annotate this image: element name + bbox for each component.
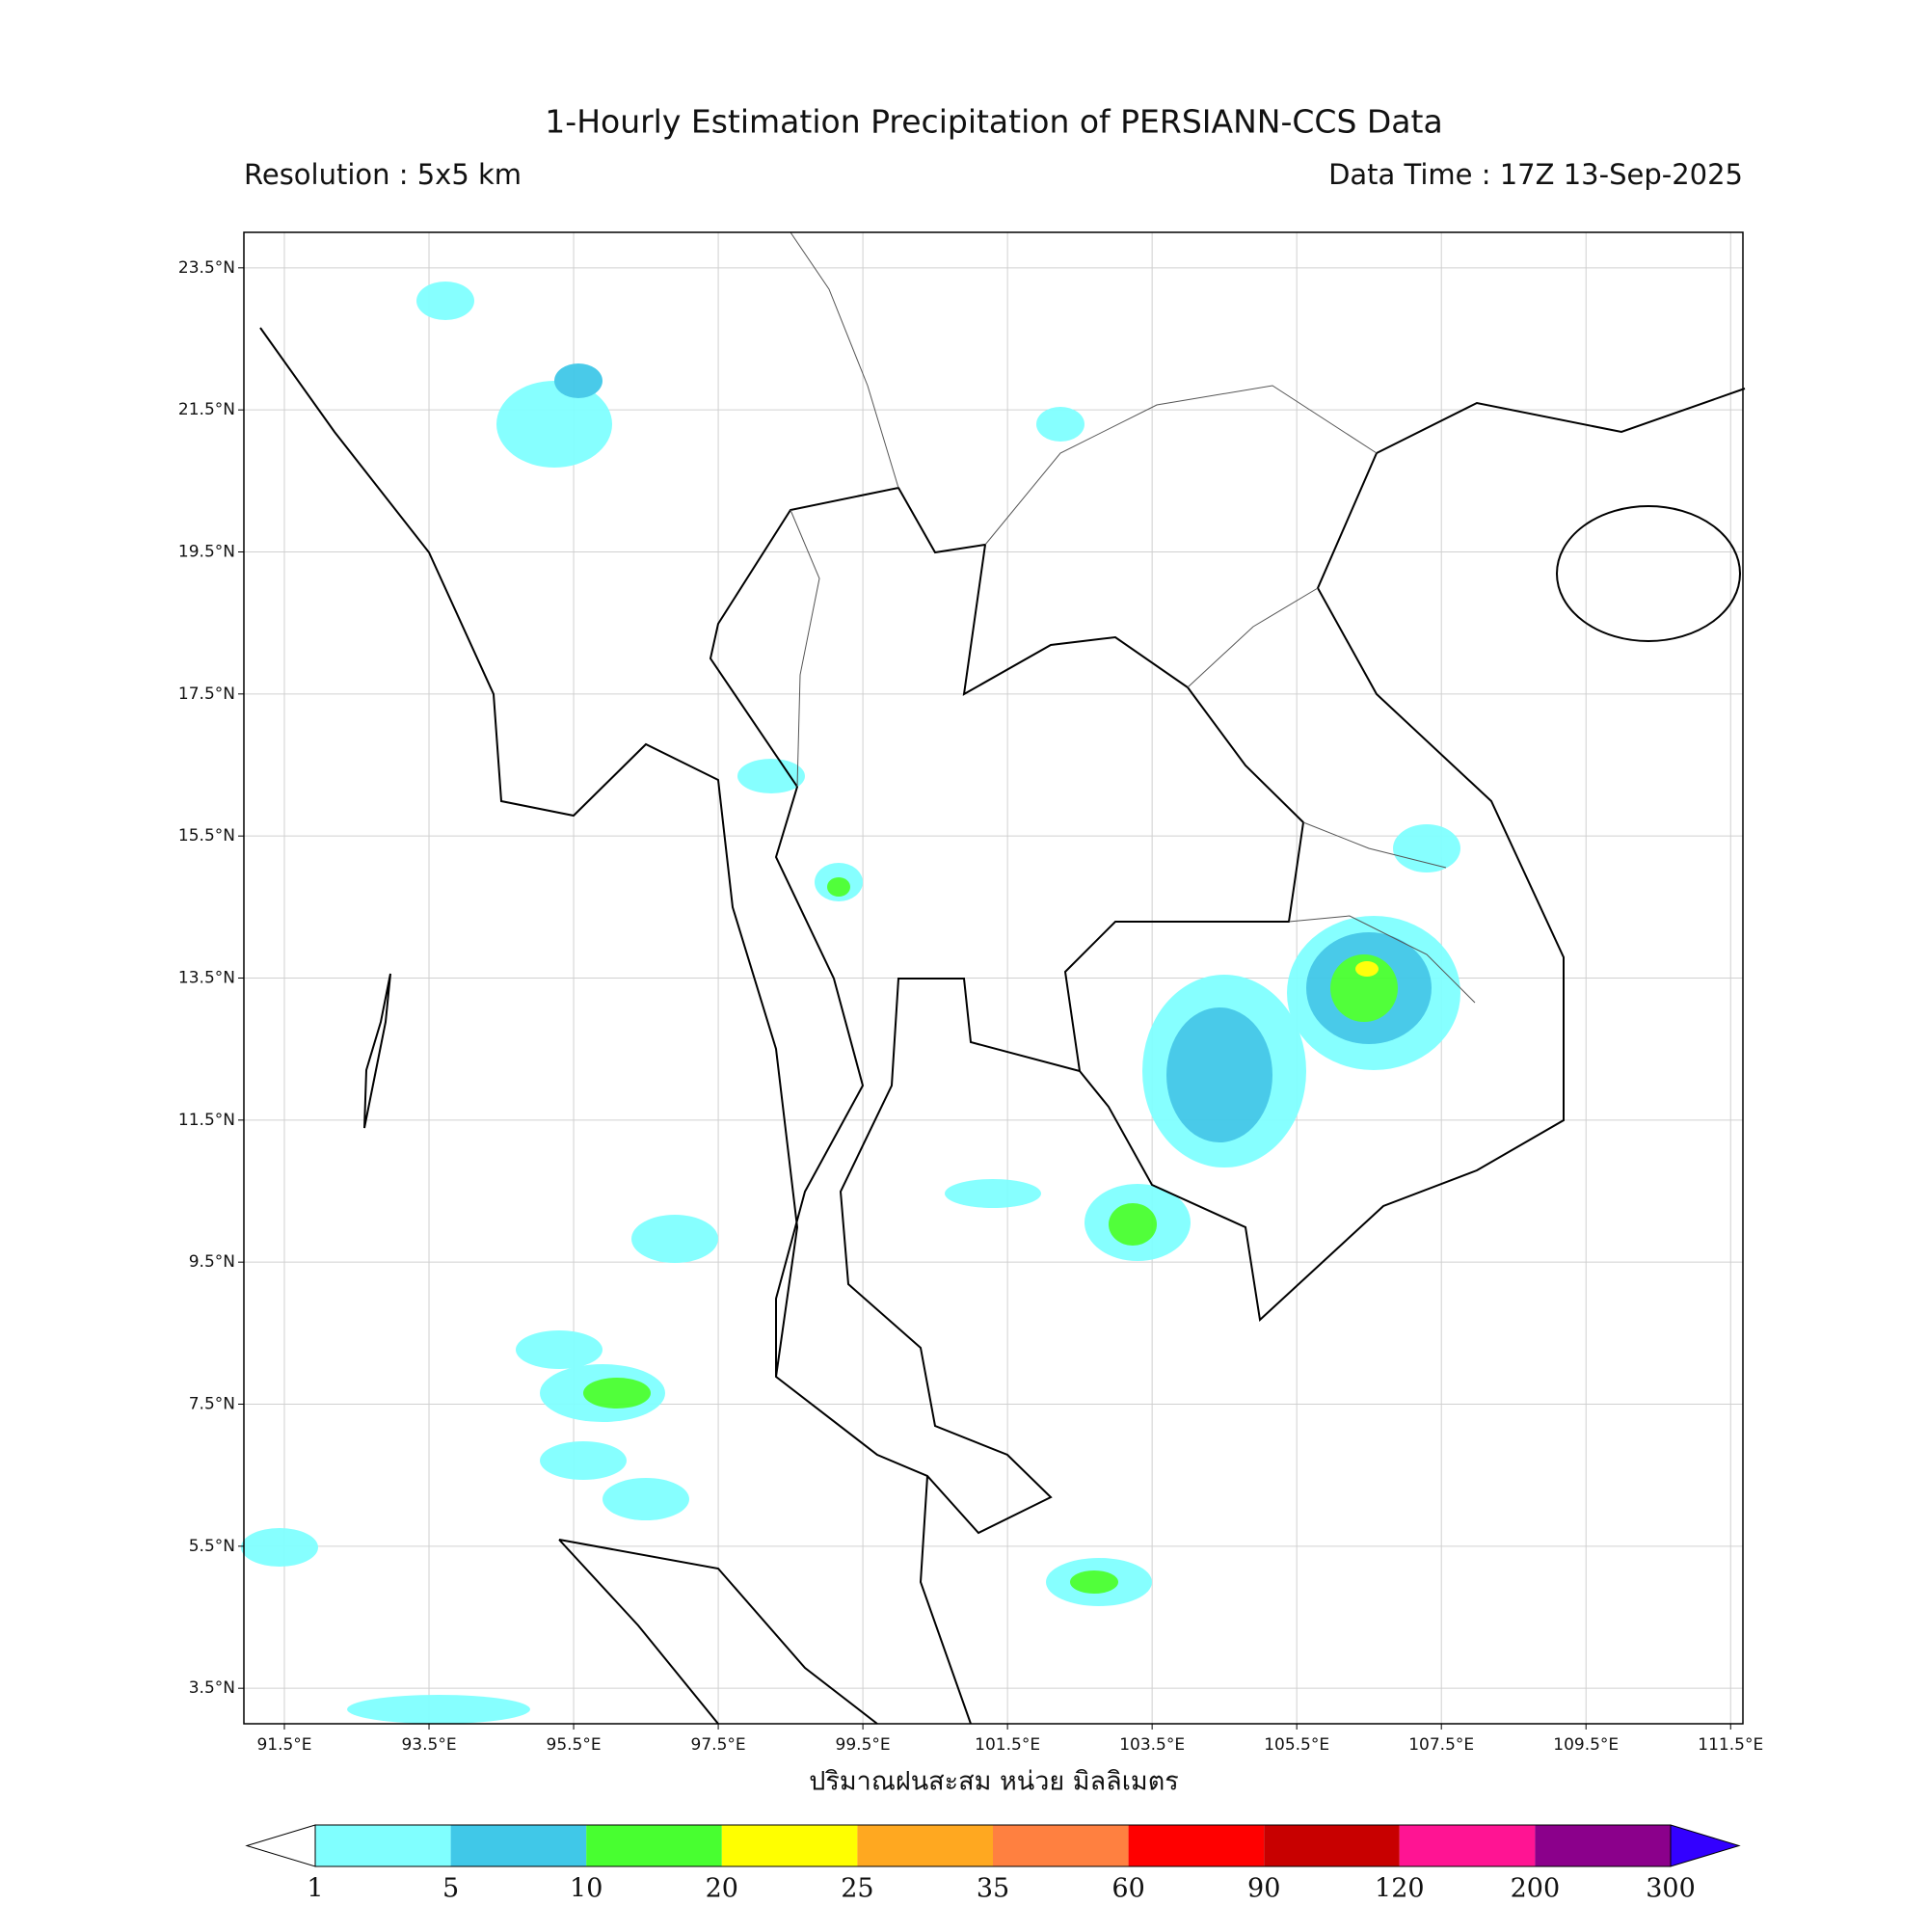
rain-area [1330, 954, 1398, 1022]
colorbar-outline [314, 1824, 1672, 1867]
thailand-outline [709, 486, 1305, 1535]
colorbar: 1 5 10 20 25 35 60 90 120 200 300 [245, 1824, 1741, 1904]
colorbar-label: 10 [570, 1874, 602, 1904]
rain-area [1355, 961, 1379, 977]
colorbar-segment [450, 1825, 587, 1866]
malay-coast [919, 1475, 972, 1725]
rain-area [554, 363, 602, 398]
myanmar-coast [259, 327, 799, 1378]
x-tick-label: 111.5°E [1698, 1735, 1763, 1755]
rain-area [945, 1179, 1041, 1208]
rain-area [347, 1695, 530, 1724]
y-tick-label: 11.5°N [178, 1111, 235, 1130]
colorbar-label: 25 [841, 1874, 873, 1904]
rain-area [241, 1528, 318, 1567]
y-tick-label: 5.5°N [189, 1537, 235, 1556]
y-tick-label: 9.5°N [189, 1252, 235, 1272]
rain-area [1036, 407, 1084, 442]
colorbar-segment [993, 1825, 1129, 1866]
y-tick-label: 19.5°N [178, 543, 235, 562]
colorbar-label: 90 [1247, 1874, 1280, 1904]
colorbar-segment [1399, 1825, 1536, 1866]
hainan [1556, 505, 1741, 642]
rain-area [516, 1330, 602, 1369]
data-time: Data Time : 17Z 13-Sep-2025 [1328, 158, 1743, 191]
x-tick-label: 91.5°E [256, 1735, 311, 1755]
colorbar-segment [1264, 1825, 1400, 1866]
y-tick-label: 17.5°N [178, 684, 235, 704]
rain-area [827, 877, 850, 897]
colorbar-segment [721, 1825, 858, 1866]
colorbar-segment [1128, 1825, 1265, 1866]
x-tick-label: 93.5°E [401, 1735, 456, 1755]
colorbar-label: 300 [1646, 1874, 1696, 1904]
ticks: 91.5°E 93.5°E 95.5°E 97.5°E 99.5°E 101.5°E 103… [178, 258, 1763, 1755]
x-axis-title: ปริมาณฝนสะสม หน่วย มิลลิเมตร [809, 1767, 1179, 1797]
rain-area [1393, 824, 1460, 872]
andaman-islands [363, 973, 391, 1129]
rain-area [631, 1215, 718, 1263]
colorbar-over [1670, 1824, 1741, 1867]
colorbar-under [245, 1824, 316, 1867]
x-tick-label: 99.5°E [836, 1735, 891, 1755]
colorbar-label: 60 [1111, 1874, 1144, 1904]
colorbar-label: 35 [977, 1874, 1009, 1904]
y-tick-label: 13.5°N [178, 969, 235, 988]
colorbar-label: 20 [706, 1874, 738, 1904]
y-tick-label: 21.5°N [178, 400, 235, 419]
rain-area [1166, 1007, 1272, 1142]
x-tick-label: 105.5°E [1264, 1735, 1329, 1755]
china-coast [1376, 388, 1746, 454]
colorbar-label: 1 [307, 1874, 323, 1904]
sumatra-coast [558, 1539, 878, 1725]
x-tick-label: 101.5°E [975, 1735, 1040, 1755]
colorbar-segment [315, 1825, 451, 1866]
x-tick-label: 97.5°E [691, 1735, 746, 1755]
rain-area [1109, 1203, 1157, 1246]
rain-area [602, 1478, 689, 1520]
y-tick-label: 15.5°N [178, 826, 235, 845]
rain-area [496, 381, 612, 468]
rain-areas [241, 282, 1460, 1724]
y-tick-label: 23.5°N [178, 258, 235, 278]
resolution: Resolution : 5x5 km [244, 158, 522, 191]
colorbar-label: 5 [442, 1874, 459, 1904]
rain-area [1070, 1570, 1118, 1594]
x-tick-label: 109.5°E [1553, 1735, 1619, 1755]
rain-area [583, 1378, 651, 1409]
colorbar-label: 200 [1511, 1874, 1561, 1904]
coastlines [259, 231, 1746, 1725]
grid [244, 232, 1743, 1724]
country-borders [790, 231, 1476, 1004]
colorbar-label: 120 [1375, 1874, 1425, 1904]
indochina-coast [1079, 452, 1565, 1323]
rain-area [737, 759, 805, 793]
x-tick-label: 103.5°E [1119, 1735, 1185, 1755]
rain-area [540, 1441, 627, 1480]
rain-area [416, 282, 474, 320]
colorbar-segment [586, 1825, 722, 1866]
x-tick-label: 95.5°E [547, 1735, 602, 1755]
colorbar-segment [1535, 1825, 1671, 1866]
x-tick-label: 107.5°E [1408, 1735, 1474, 1755]
colorbar-segment [857, 1825, 993, 1866]
y-tick-label: 7.5°N [189, 1395, 235, 1414]
title: 1-Hourly Estimation Precipitation of PER… [545, 103, 1442, 141]
y-tick-label: 3.5°N [189, 1678, 235, 1698]
